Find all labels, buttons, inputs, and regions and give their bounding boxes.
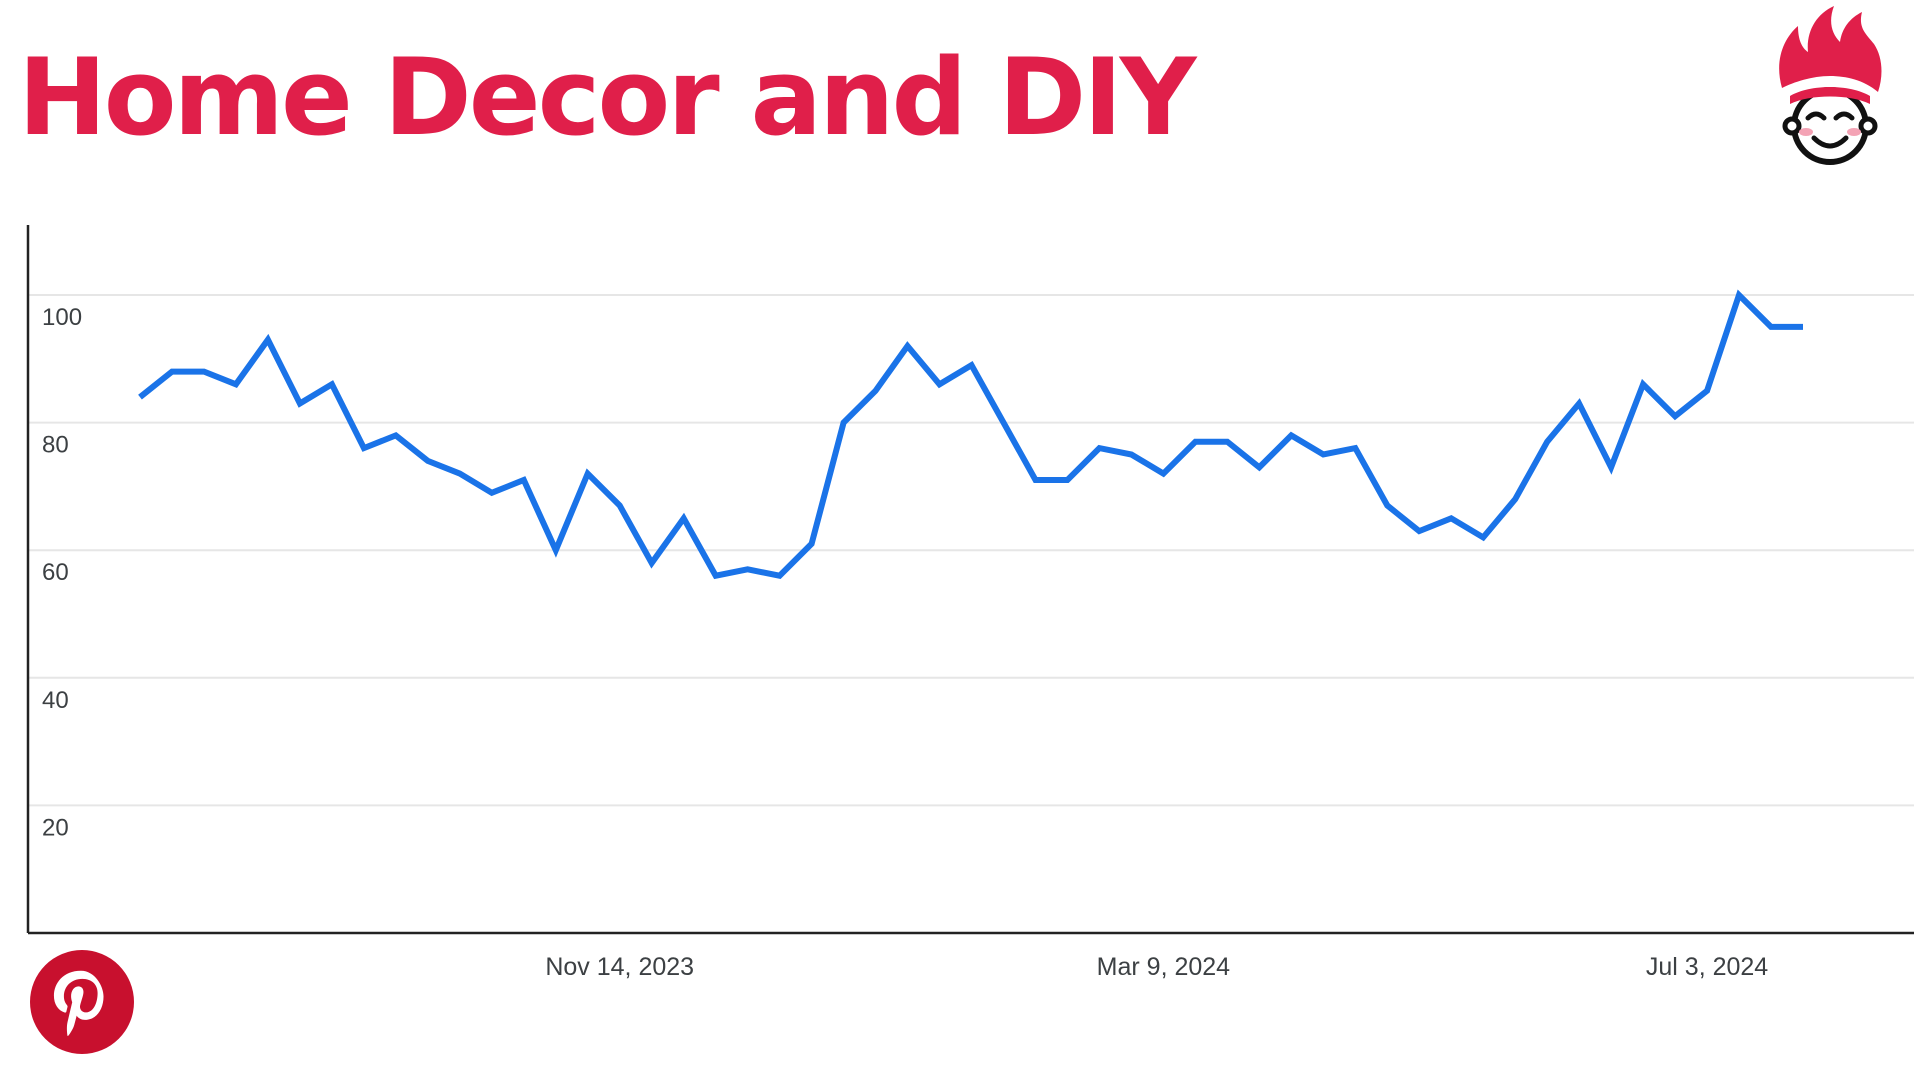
data-point-46 — [1608, 464, 1614, 470]
data-point-25 — [937, 381, 943, 387]
data-point-51 — [1768, 324, 1774, 330]
data-point-24 — [905, 343, 911, 349]
data-point-15 — [617, 503, 623, 509]
data-point-42 — [1480, 534, 1486, 540]
data-point-10 — [457, 471, 463, 477]
data-point-19 — [745, 566, 751, 572]
pinterest-p-icon — [53, 970, 104, 1036]
data-point-6 — [329, 381, 335, 387]
data-point-8 — [393, 432, 399, 438]
x-tick-label-2: Mar 9, 2024 — [1097, 953, 1231, 981]
data-point-40 — [1416, 528, 1422, 534]
data-point-33 — [1192, 439, 1198, 445]
data-point-27 — [1000, 420, 1006, 426]
data-point-31 — [1128, 452, 1134, 458]
data-point-5 — [297, 400, 303, 406]
data-point-36 — [1288, 432, 1294, 438]
data-point-21 — [809, 541, 815, 547]
page-title: Home Decor and DIY — [18, 36, 1196, 159]
data-point-43 — [1512, 496, 1518, 502]
brand-logo — [1779, 6, 1882, 165]
y-tick-label-60: 60 — [42, 559, 69, 586]
data-point-48 — [1672, 413, 1678, 419]
x-tick-label-1: Nov 14, 2023 — [545, 953, 694, 981]
data-point-38 — [1352, 445, 1358, 451]
data-point-44 — [1544, 439, 1550, 445]
data-point-2 — [201, 369, 207, 375]
flame-hair-icon — [1779, 6, 1882, 92]
data-point-7 — [361, 445, 367, 451]
data-point-16 — [649, 560, 655, 566]
y-tick-label-20: 20 — [42, 814, 69, 841]
data-point-35 — [1256, 464, 1262, 470]
y-tick-label-100: 100 — [42, 304, 82, 331]
x-tick-label-3: Jul 3, 2024 — [1646, 953, 1768, 981]
data-point-14 — [585, 471, 591, 477]
data-point-28 — [1032, 477, 1038, 483]
data-point-39 — [1384, 503, 1390, 509]
data-point-0 — [137, 394, 143, 400]
data-point-32 — [1160, 471, 1166, 477]
data-point-34 — [1224, 439, 1230, 445]
data-point-13 — [553, 547, 559, 553]
y-tick-label-80: 80 — [42, 432, 69, 459]
data-point-4 — [265, 337, 271, 343]
y-tick-label-40: 40 — [42, 687, 69, 714]
data-point-37 — [1320, 452, 1326, 458]
data-point-11 — [489, 490, 495, 496]
data-point-20 — [777, 573, 783, 579]
series-line — [138, 289, 1803, 580]
data-point-30 — [1096, 445, 1102, 451]
data-point-47 — [1640, 381, 1646, 387]
data-point-49 — [1704, 388, 1710, 394]
data-point-45 — [1576, 400, 1582, 406]
data-point-29 — [1064, 477, 1070, 483]
data-point-22 — [841, 420, 847, 426]
data-point-41 — [1448, 515, 1454, 521]
data-point-50 — [1736, 292, 1742, 298]
data-point-26 — [969, 362, 975, 368]
data-point-9 — [425, 458, 431, 464]
data-point-18 — [713, 573, 719, 579]
data-point-3 — [233, 381, 239, 387]
data-point-52 — [1800, 324, 1806, 330]
data-point-17 — [681, 515, 687, 521]
data-point-1 — [169, 369, 175, 375]
data-point-23 — [873, 388, 879, 394]
pinterest-logo — [30, 950, 134, 1054]
data-point-12 — [521, 477, 527, 483]
